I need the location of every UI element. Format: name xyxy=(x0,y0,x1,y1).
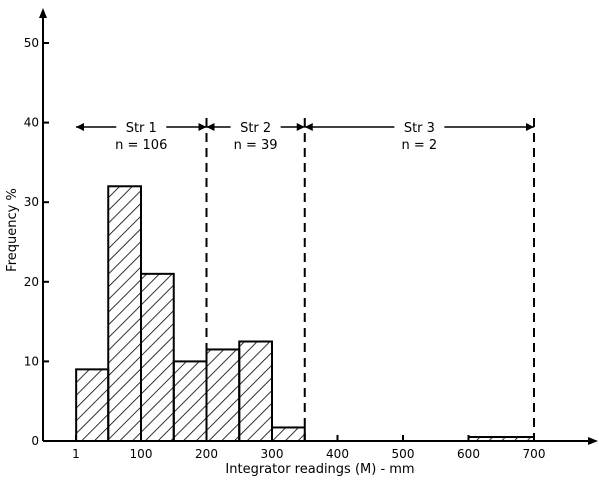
strata-layer: Str 1 n = 106 Str 2 n = 39 Str 3 n = 2 xyxy=(76,118,535,441)
histogram-bar xyxy=(107,185,142,442)
y-tick-label: 30 xyxy=(24,195,39,209)
arrowhead-right-icon xyxy=(198,123,207,131)
x-axis-arrow-icon xyxy=(588,437,598,445)
x-tick-label: 1 xyxy=(72,447,80,461)
histogram-bar xyxy=(271,426,306,442)
histogram-bar xyxy=(172,360,208,442)
stratum-name: Str 3 xyxy=(404,121,435,136)
y-tick-label: 0 xyxy=(31,434,39,448)
arrowhead-right-icon xyxy=(296,123,305,131)
axes-layer: 0 10 20 30 40 50 1 100 200 300 400 500 600 700 xyxy=(24,8,598,461)
x-tick-label: 500 xyxy=(392,447,415,461)
x-tick-label: 200 xyxy=(195,447,218,461)
y-axis-title: Frequency % xyxy=(5,188,20,272)
stratum-name: Str 1 xyxy=(126,121,157,136)
stratum-count: n = 39 xyxy=(234,138,278,153)
x-tick-label: 300 xyxy=(261,447,284,461)
x-tick-label: 700 xyxy=(523,447,546,461)
y-axis-arrow-icon xyxy=(39,8,47,18)
stratum-name: Str 2 xyxy=(240,121,271,136)
stratum-count: n = 2 xyxy=(402,138,438,153)
x-axis-title: Integrator readings (M) - mm xyxy=(225,462,414,477)
x-tick-label: 100 xyxy=(130,447,153,461)
histogram-bar xyxy=(238,340,273,442)
y-tick-label: 40 xyxy=(24,116,39,130)
arrowhead-right-icon xyxy=(526,123,534,131)
histogram-bar xyxy=(140,272,175,442)
stratum-span: Str 3 n = 2 xyxy=(304,121,534,153)
y-tick-label: 20 xyxy=(24,275,39,289)
stratum-span: Str 2 n = 39 xyxy=(206,121,305,153)
x-tick-label: 400 xyxy=(326,447,349,461)
x-tick-label: 600 xyxy=(457,447,480,461)
stratum-count: n = 106 xyxy=(115,138,167,153)
y-tick-label: 50 xyxy=(24,36,39,50)
arrowhead-left-icon xyxy=(206,123,215,131)
bars-layer xyxy=(75,185,535,442)
arrowhead-left-icon xyxy=(304,123,313,131)
stratum-span: Str 1 n = 106 xyxy=(76,121,207,153)
histogram-bar xyxy=(75,368,110,442)
y-tick-label: 10 xyxy=(24,354,39,368)
histogram-bar xyxy=(205,348,241,442)
arrowhead-left-icon xyxy=(76,123,84,131)
labels-layer: Integrator readings (M) - mm Frequency % xyxy=(5,188,415,477)
